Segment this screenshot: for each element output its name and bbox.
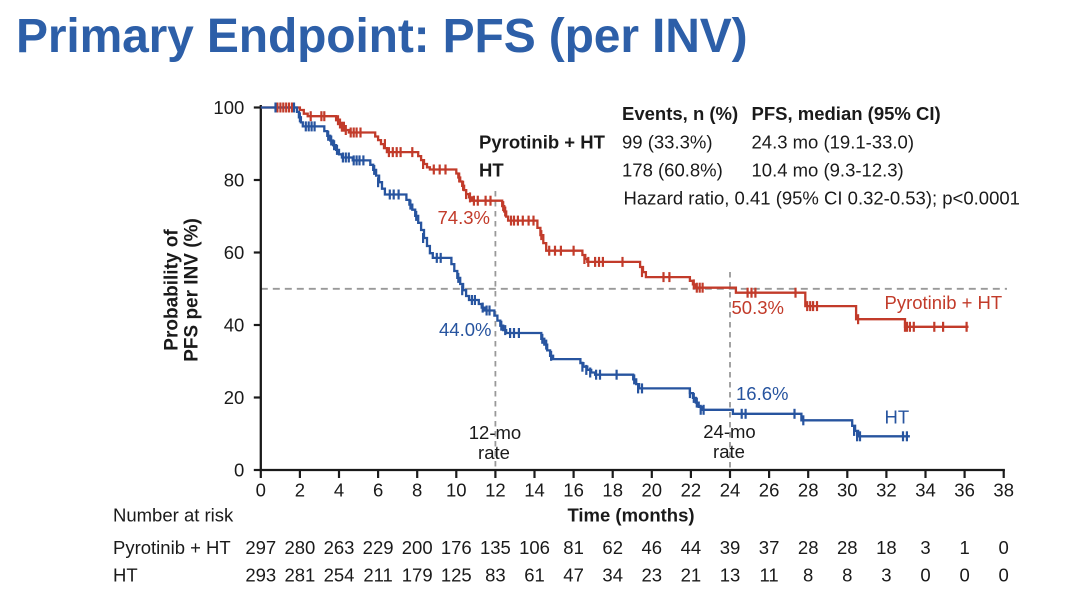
svg-text:80: 80 xyxy=(224,170,245,191)
svg-text:37: 37 xyxy=(759,537,780,558)
svg-text:263: 263 xyxy=(324,537,355,558)
svg-text:HT: HT xyxy=(479,160,504,181)
svg-text:24-mo: 24-mo xyxy=(703,421,755,442)
svg-text:200: 200 xyxy=(402,537,433,558)
svg-text:281: 281 xyxy=(284,564,315,585)
svg-text:Events, n (%): Events, n (%) xyxy=(622,103,738,124)
svg-text:Number at risk: Number at risk xyxy=(113,505,234,526)
svg-text:50.3%: 50.3% xyxy=(732,297,784,318)
svg-text:10: 10 xyxy=(446,480,467,501)
svg-text:4: 4 xyxy=(334,480,344,501)
svg-text:44.0%: 44.0% xyxy=(439,319,491,340)
svg-text:12: 12 xyxy=(485,480,506,501)
svg-text:179: 179 xyxy=(402,564,433,585)
svg-text:40: 40 xyxy=(224,315,245,336)
svg-text:46: 46 xyxy=(642,537,663,558)
svg-text:211: 211 xyxy=(363,564,393,585)
svg-text:176: 176 xyxy=(441,537,472,558)
svg-text:24: 24 xyxy=(720,480,741,501)
svg-text:21: 21 xyxy=(681,564,702,585)
svg-text:229: 229 xyxy=(363,537,394,558)
svg-text:1: 1 xyxy=(959,537,969,558)
svg-text:HT: HT xyxy=(113,564,138,585)
svg-text:0: 0 xyxy=(256,480,266,501)
svg-text:254: 254 xyxy=(324,564,355,585)
svg-text:62: 62 xyxy=(602,537,623,558)
svg-text:0: 0 xyxy=(999,564,1009,585)
svg-text:28: 28 xyxy=(837,537,858,558)
svg-text:125: 125 xyxy=(441,564,472,585)
svg-text:13: 13 xyxy=(720,564,741,585)
svg-text:36: 36 xyxy=(954,480,975,501)
svg-text:2: 2 xyxy=(295,480,305,501)
svg-text:297: 297 xyxy=(245,537,276,558)
svg-text:Probability of: Probability of xyxy=(162,229,183,351)
svg-text:14: 14 xyxy=(524,480,545,501)
svg-text:60: 60 xyxy=(224,242,245,263)
svg-text:106: 106 xyxy=(519,537,550,558)
svg-text:0: 0 xyxy=(999,537,1009,558)
svg-text:8: 8 xyxy=(803,564,813,585)
svg-text:61: 61 xyxy=(524,564,545,585)
svg-text:20: 20 xyxy=(224,387,245,408)
svg-text:11: 11 xyxy=(759,564,778,585)
svg-text:28: 28 xyxy=(798,480,819,501)
svg-text:Hazard ratio, 0.41 (95% CI 0.3: Hazard ratio, 0.41 (95% CI 0.32-0.53); p… xyxy=(624,188,1020,209)
svg-text:18: 18 xyxy=(602,480,623,501)
svg-text:44: 44 xyxy=(681,537,702,558)
svg-text:HT: HT xyxy=(885,407,910,428)
svg-text:34: 34 xyxy=(915,480,936,501)
svg-text:28: 28 xyxy=(798,537,819,558)
svg-text:8: 8 xyxy=(842,564,852,585)
svg-text:3: 3 xyxy=(881,564,891,585)
svg-text:178 (60.8%): 178 (60.8%) xyxy=(622,160,723,181)
svg-text:rate: rate xyxy=(478,442,510,463)
svg-text:10.4 mo (9.3-12.3): 10.4 mo (9.3-12.3) xyxy=(752,160,904,181)
svg-text:Time (months): Time (months) xyxy=(567,505,694,526)
svg-text:32: 32 xyxy=(876,480,897,501)
svg-text:16.6%: 16.6% xyxy=(736,383,788,404)
svg-text:18: 18 xyxy=(876,537,897,558)
svg-text:100: 100 xyxy=(213,97,244,118)
svg-text:22: 22 xyxy=(681,480,702,501)
svg-text:34: 34 xyxy=(602,564,623,585)
svg-text:PFS per INV (%): PFS per INV (%) xyxy=(182,218,203,362)
svg-text:PFS, median (95% CI): PFS, median (95% CI) xyxy=(752,103,941,124)
svg-text:6: 6 xyxy=(373,480,383,501)
svg-text:74.3%: 74.3% xyxy=(438,207,490,228)
svg-text:38: 38 xyxy=(993,480,1014,501)
svg-text:30: 30 xyxy=(837,480,858,501)
svg-text:293: 293 xyxy=(245,564,276,585)
svg-text:Pyrotinib + HT: Pyrotinib + HT xyxy=(479,132,606,153)
svg-text:Pyrotinib + HT: Pyrotinib + HT xyxy=(885,292,1003,313)
svg-text:0: 0 xyxy=(959,564,969,585)
svg-text:Pyrotinib + HT: Pyrotinib + HT xyxy=(113,537,231,558)
svg-text:24.3 mo (19.1-33.0): 24.3 mo (19.1-33.0) xyxy=(752,132,914,153)
svg-text:8: 8 xyxy=(412,480,422,501)
svg-text:81: 81 xyxy=(563,537,584,558)
svg-text:99 (33.3%): 99 (33.3%) xyxy=(622,132,713,153)
svg-text:47: 47 xyxy=(563,564,584,585)
svg-text:0: 0 xyxy=(234,460,244,481)
svg-text:3: 3 xyxy=(920,537,930,558)
svg-text:rate: rate xyxy=(713,441,745,462)
svg-text:23: 23 xyxy=(642,564,663,585)
svg-text:16: 16 xyxy=(563,480,584,501)
svg-text:0: 0 xyxy=(920,564,930,585)
svg-text:280: 280 xyxy=(284,537,315,558)
svg-text:12-mo: 12-mo xyxy=(469,422,521,443)
svg-text:20: 20 xyxy=(642,480,663,501)
svg-text:26: 26 xyxy=(759,480,780,501)
svg-text:39: 39 xyxy=(720,537,741,558)
svg-text:83: 83 xyxy=(485,564,506,585)
svg-text:135: 135 xyxy=(480,537,511,558)
